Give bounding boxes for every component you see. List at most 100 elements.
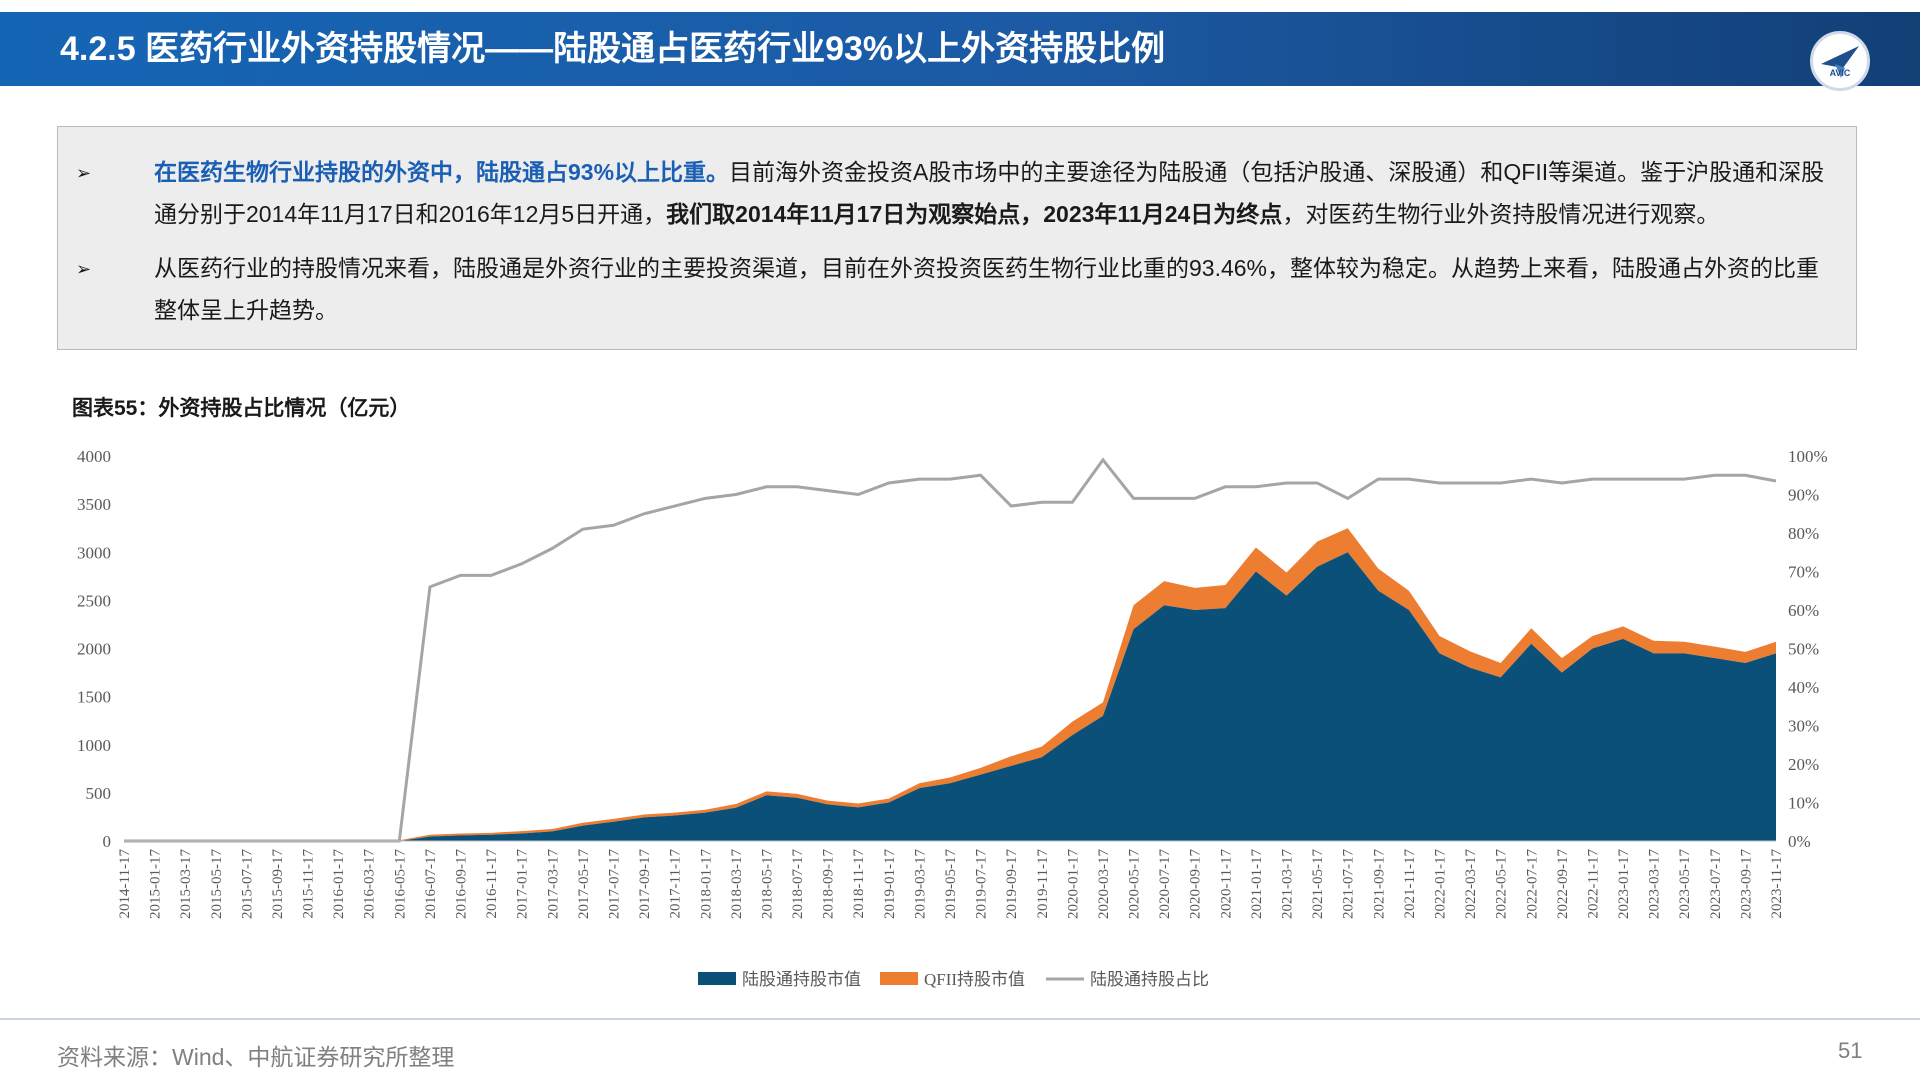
x-tick-label: 2018-11-17 — [851, 849, 867, 919]
x-tick-label: 2019-11-17 — [1035, 849, 1051, 919]
y-right-tick-label: 90% — [1788, 486, 1819, 505]
x-tick-label: 2020-11-17 — [1218, 849, 1234, 919]
x-tick-label: 2018-09-17 — [821, 849, 837, 919]
y-right-tick-label: 50% — [1788, 640, 1819, 659]
x-tick-label: 2023-07-17 — [1708, 849, 1724, 919]
legend-label-ratio: 陆股通持股占比 — [1090, 970, 1209, 989]
x-tick-label: 2023-11-17 — [1769, 849, 1785, 919]
x-tick-label: 2017-01-17 — [515, 849, 531, 919]
x-tick-label: 2017-11-17 — [668, 849, 684, 919]
x-tick-label: 2014-11-17 — [117, 849, 133, 919]
x-tick-label: 2021-05-17 — [1310, 849, 1326, 919]
x-tick-label: 2020-07-17 — [1157, 849, 1173, 919]
lgt-area — [124, 552, 1776, 841]
arrow-bullet-icon: ➢ — [76, 259, 92, 279]
legend-swatch-lgt — [698, 972, 736, 985]
summary-box: ➢ 在医药生物行业持股的外资中，陆股通占93%以上比重。目前海外资金投资A股市场… — [57, 126, 1857, 350]
x-tick-label: 2019-07-17 — [974, 849, 990, 919]
x-tick-label: 2015-07-17 — [239, 849, 255, 919]
x-tick-label: 2023-05-17 — [1677, 849, 1693, 919]
y-right-tick-label: 70% — [1788, 563, 1819, 582]
summary-bullet-1: ➢ 在医药生物行业持股的外资中，陆股通占93%以上比重。目前海外资金投资A股市场… — [76, 151, 1836, 235]
x-tick-label: 2015-05-17 — [209, 849, 225, 919]
y-left-tick-label: 500 — [86, 784, 112, 803]
chart: 0 500 1000 1500 2000 2500 3000 3500 4000 0% 10% 20%… — [77, 447, 1828, 989]
x-tick-label: 2023-09-17 — [1738, 849, 1754, 919]
bullet-1-bold: 我们取2014年11月17日为观察始点，2023年11月24日为终点 — [666, 201, 1283, 227]
x-tick-label: 2020-05-17 — [1127, 849, 1143, 919]
plane-icon — [1821, 46, 1859, 78]
y-left-tick-label: 2000 — [77, 640, 111, 659]
header-bar: 4.2.5 医药行业外资持股情况——陆股通占医药行业93%以上外资持股比例 AV… — [0, 12, 1920, 91]
y-left-tick-label: 2500 — [77, 591, 111, 610]
x-tick-label: 2015-01-17 — [148, 849, 164, 919]
x-tick-label: 2018-05-17 — [759, 849, 775, 919]
y-right-tick-label: 100% — [1788, 447, 1828, 466]
x-tick-label: 2018-01-17 — [698, 849, 714, 919]
x-tick-label: 2021-03-17 — [1280, 849, 1296, 919]
x-tick-label: 2021-01-17 — [1249, 849, 1265, 919]
x-tick-label: 2017-07-17 — [606, 849, 622, 919]
x-tick-label: 2015-03-17 — [178, 849, 194, 919]
x-tick-label: 2023-01-17 — [1616, 849, 1632, 919]
arrow-bullet-icon: ➢ — [76, 163, 92, 183]
avic-logo: AVIC — [1810, 31, 1870, 91]
x-tick-label: 2022-09-17 — [1555, 849, 1571, 919]
y-right-tick-label: 80% — [1788, 524, 1819, 543]
x-tick-label: 2016-05-17 — [392, 849, 408, 919]
x-tick-label: 2020-03-17 — [1096, 849, 1112, 919]
x-tick-label: 2019-01-17 — [882, 849, 898, 919]
y-right-tick-label: 40% — [1788, 678, 1819, 697]
x-tick-label: 2016-09-17 — [454, 849, 470, 919]
x-tick-label: 2022-05-17 — [1494, 849, 1510, 919]
x-tick-label: 2019-05-17 — [943, 849, 959, 919]
x-tick-label: 2015-11-17 — [301, 849, 317, 919]
y-left-tick-label: 4000 — [77, 447, 111, 466]
qfii-area — [124, 528, 1776, 841]
x-tick-label: 2022-01-17 — [1432, 849, 1448, 919]
bullet-1-text: 目前海外资金投资A股市场中的主要途径为陆股通（包括沪股通、深股通）和QFII等渠… — [154, 159, 1825, 227]
y-right-tick-label: 0% — [1788, 832, 1811, 851]
y-right-tick-label: 10% — [1788, 794, 1819, 813]
x-tick-label: 2016-11-17 — [484, 849, 500, 919]
x-tick-label: 2020-01-17 — [1065, 849, 1081, 919]
x-tick-label: 2022-03-17 — [1463, 849, 1479, 919]
x-tick-label: 2016-01-17 — [331, 849, 347, 919]
x-tick-label: 2021-09-17 — [1371, 849, 1387, 919]
legend-label-qfii: QFII持股市值 — [924, 970, 1025, 989]
x-tick-label: 2019-03-17 — [912, 849, 928, 919]
x-tick-label: 2016-03-17 — [362, 849, 378, 919]
footer-divider — [0, 1018, 1920, 1020]
x-tick-label: 2018-07-17 — [790, 849, 806, 919]
x-tick-label: 2017-05-17 — [576, 849, 592, 919]
source-note: 资料来源：Wind、中航证券研究所整理 — [57, 1044, 455, 1070]
y-right-tick-label: 20% — [1788, 755, 1819, 774]
x-tick-label: 2015-09-17 — [270, 849, 286, 919]
x-tick-label: 2017-03-17 — [545, 849, 561, 919]
summary-bullet-2: ➢ 从医药行业的持股情况来看，陆股通是外资行业的主要投资渠道，目前在外资投资医药… — [76, 247, 1836, 331]
legend-label-lgt: 陆股通持股市值 — [742, 970, 861, 989]
page-title: 4.2.5 医药行业外资持股情况——陆股通占医药行业93%以上外资持股比例 — [60, 30, 1166, 68]
bullet-1-lead: 在医药生物行业持股的外资中，陆股通占93%以上比重。 — [154, 159, 730, 185]
x-tick-label: 2020-09-17 — [1188, 849, 1204, 919]
legend-swatch-qfii — [880, 972, 918, 985]
page-number: 51 — [1838, 1038, 1863, 1063]
x-tick-label: 2021-07-17 — [1341, 849, 1357, 919]
x-tick-label: 2023-03-17 — [1647, 849, 1663, 919]
bullet-2-text: 从医药行业的持股情况来看，陆股通是外资行业的主要投资渠道，目前在外资投资医药生物… — [154, 255, 1820, 323]
logo-text: AVIC — [1829, 68, 1851, 78]
x-tick-label: 2016-07-17 — [423, 849, 439, 919]
y-left-tick-label: 3500 — [77, 495, 111, 514]
x-tick-label: 2018-03-17 — [729, 849, 745, 919]
x-tick-label: 2017-09-17 — [637, 849, 653, 919]
bullet-1-tail: ，对医药生物行业外资持股情况进行观察。 — [1282, 201, 1720, 227]
y-left-tick-label: 0 — [103, 832, 112, 851]
y-right-tick-label: 60% — [1788, 601, 1819, 620]
x-tick-label: 2022-07-17 — [1524, 849, 1540, 919]
chart-title: 图表55：外资持股占比情况（亿元） — [72, 397, 411, 420]
x-tick-label: 2021-11-17 — [1402, 849, 1418, 919]
x-tick-label: 2019-09-17 — [1004, 849, 1020, 919]
y-left-tick-label: 3000 — [77, 543, 111, 562]
y-left-tick-label: 1500 — [77, 688, 111, 707]
y-left-tick-label: 1000 — [77, 736, 111, 755]
